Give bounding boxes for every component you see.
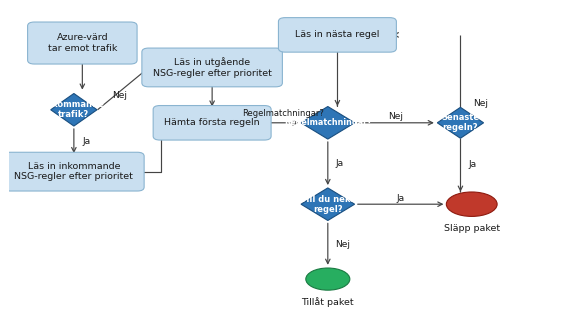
Text: Ja: Ja	[82, 137, 91, 146]
Ellipse shape	[447, 192, 497, 216]
Ellipse shape	[306, 268, 350, 290]
Text: Vill du neka
regel?: Vill du neka regel?	[300, 195, 356, 214]
Text: Azure-värd
tar emot trafik: Azure-värd tar emot trafik	[48, 33, 117, 53]
Text: Tillåt paket: Tillåt paket	[301, 298, 354, 307]
Text: Ja: Ja	[468, 160, 476, 169]
Text: Nej: Nej	[335, 240, 350, 249]
Text: Regelmatchningar?: Regelmatchningar?	[242, 109, 324, 117]
Text: Hämta första regeln: Hämta första regeln	[164, 118, 260, 127]
Text: Nej: Nej	[388, 112, 403, 121]
Text: Läs in nästa regel: Läs in nästa regel	[295, 30, 379, 39]
Text: Regelmatchningar?: Regelmatchningar?	[284, 118, 372, 127]
FancyBboxPatch shape	[3, 152, 144, 191]
Polygon shape	[437, 107, 483, 138]
Text: Läs in inkommande
NSG-regler efter prioritet: Läs in inkommande NSG-regler efter prior…	[14, 162, 133, 181]
Polygon shape	[301, 107, 355, 139]
FancyBboxPatch shape	[278, 18, 397, 52]
Polygon shape	[51, 94, 97, 126]
Polygon shape	[301, 188, 355, 220]
Text: Inkommande
trafik?: Inkommande trafik?	[44, 100, 104, 119]
Text: Släpp paket: Släpp paket	[444, 224, 500, 233]
FancyBboxPatch shape	[153, 106, 271, 140]
Text: Senaste
regeln?: Senaste regeln?	[441, 113, 479, 132]
FancyBboxPatch shape	[142, 48, 282, 87]
Text: Ja: Ja	[335, 159, 343, 168]
Text: Nej: Nej	[112, 91, 127, 100]
FancyBboxPatch shape	[28, 22, 137, 64]
Text: Läs in utgående
NSG-regler efter prioritet: Läs in utgående NSG-regler efter priorit…	[153, 57, 272, 77]
Text: Nej: Nej	[473, 99, 488, 108]
Text: Ja: Ja	[397, 194, 405, 203]
